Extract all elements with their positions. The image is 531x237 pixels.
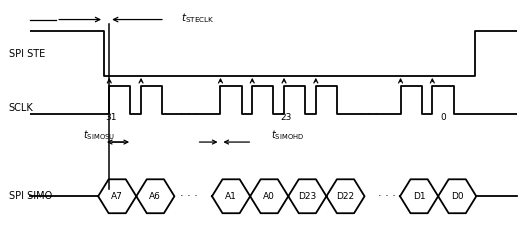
Text: SCLK: SCLK — [8, 103, 33, 113]
Text: 31: 31 — [105, 113, 117, 122]
Text: A0: A0 — [263, 192, 275, 201]
Text: · · ·: · · · — [360, 109, 378, 119]
Text: · · ·: · · · — [180, 109, 198, 119]
Text: A6: A6 — [149, 192, 161, 201]
Text: SPI STE: SPI STE — [8, 49, 45, 59]
Text: A7: A7 — [112, 192, 123, 201]
Text: $t_{\rm SIMOHD}$: $t_{\rm SIMOHD}$ — [271, 128, 304, 142]
Text: $t_{\rm STECLK}$: $t_{\rm STECLK}$ — [181, 11, 215, 25]
Text: D1: D1 — [413, 192, 425, 201]
Text: 0: 0 — [440, 113, 446, 122]
Text: SPI SIMO: SPI SIMO — [8, 191, 52, 201]
Text: D23: D23 — [298, 192, 316, 201]
Text: A1: A1 — [225, 192, 237, 201]
Text: · · ·: · · · — [379, 191, 396, 201]
Text: · · ·: · · · — [180, 191, 198, 201]
Text: D0: D0 — [451, 192, 464, 201]
Text: $t_{\rm SIMOSU}$: $t_{\rm SIMOSU}$ — [83, 128, 115, 142]
Text: D22: D22 — [337, 192, 355, 201]
Text: 23: 23 — [280, 113, 292, 122]
